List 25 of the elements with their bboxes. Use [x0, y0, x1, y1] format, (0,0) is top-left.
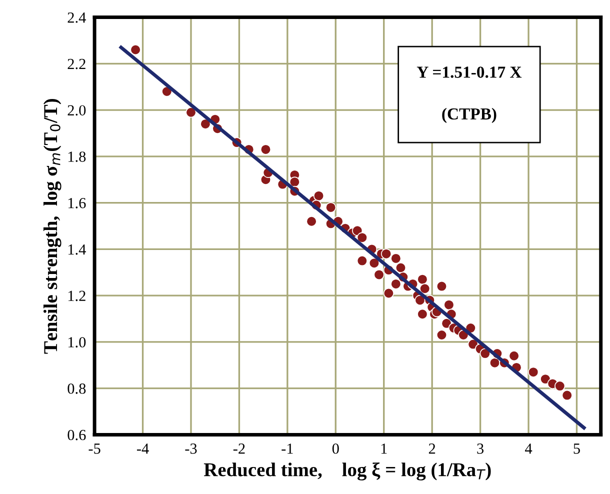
x-tick-label: 5 — [574, 444, 580, 454]
x-tick-label: 4 — [525, 444, 532, 454]
x-tick-label: -3 — [185, 444, 197, 454]
annotation: (CTPB) — [442, 108, 496, 123]
x-tick-label: 2 — [428, 444, 436, 454]
x-tick-label: -4 — [136, 444, 149, 454]
x-tick-label: -5 — [88, 444, 100, 454]
y-tick-label: 1.0 — [68, 337, 86, 348]
y-tick-label: 0.6 — [68, 430, 86, 440]
annotation: Y =1.51-0.17 X — [416, 66, 522, 78]
x-tick-label: -1 — [282, 444, 293, 454]
x-tick-label: 3 — [477, 444, 484, 454]
y-tick-label: 1.2 — [68, 290, 86, 302]
x-tick-label: 0 — [332, 443, 339, 454]
y-tick-label: 1.6 — [68, 198, 86, 208]
x-axis-title: Reduced time, log ξ = log (1/Ra$_{T}$) — [204, 462, 491, 480]
y-tick-label: 1.8 — [68, 152, 86, 162]
y-tick-label: 0.8 — [68, 383, 86, 394]
y-tick-label: 1.4 — [68, 244, 86, 255]
y-axis-title: Tensile strength, log σ$_{m}$(T$_{0}$/T) — [43, 98, 62, 354]
x-tick-label: 1 — [381, 444, 387, 454]
y-tick-label: 2.2 — [68, 58, 86, 70]
y-tick-label: 2.0 — [68, 105, 86, 116]
x-tick-label: -2 — [233, 444, 245, 454]
y-tick-label: 2.4 — [68, 12, 86, 23]
